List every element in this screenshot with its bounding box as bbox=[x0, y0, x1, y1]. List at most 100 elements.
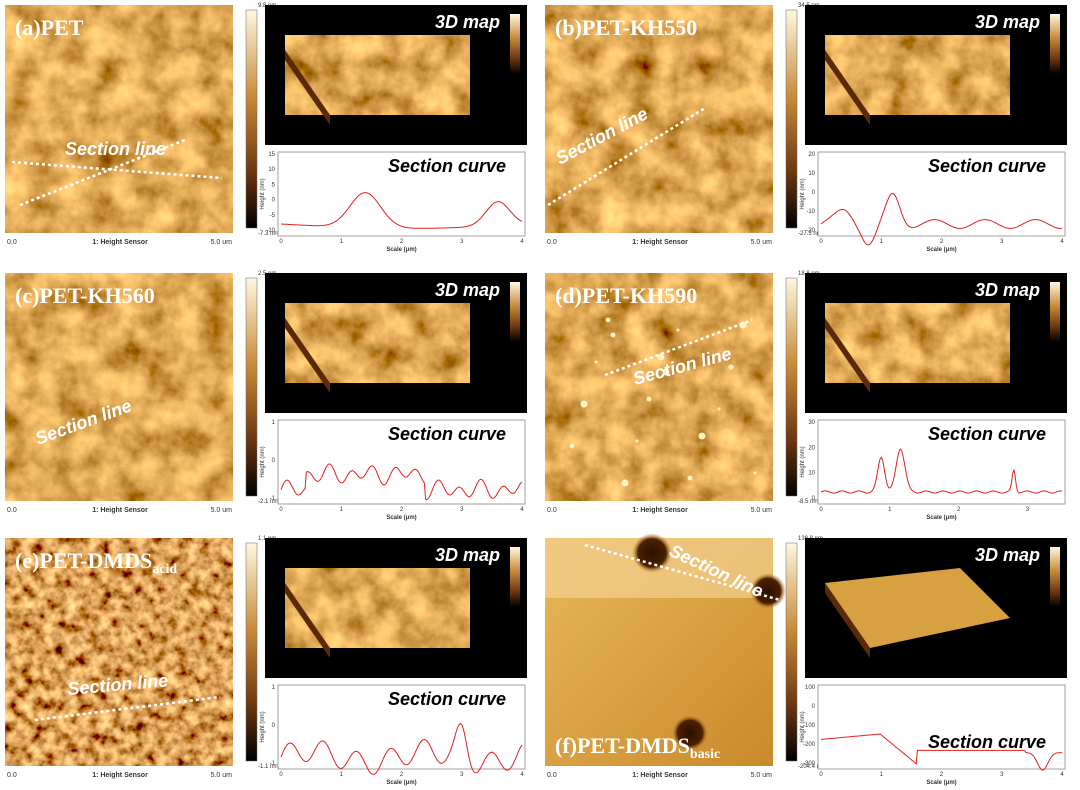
curve-y-tick: 100 bbox=[805, 685, 816, 691]
curve-box bbox=[277, 151, 526, 237]
curve-x-label: Scale (μm) bbox=[926, 247, 956, 253]
section-curve-label: Section curve bbox=[928, 424, 1046, 444]
section-curve bbox=[280, 722, 523, 775]
curve-x-tick: 2 bbox=[400, 772, 404, 778]
section-curve-label: Section curve bbox=[928, 156, 1046, 176]
curve-y-label: Height (nm) bbox=[800, 178, 806, 209]
scale-start: 0.0 bbox=[547, 239, 557, 246]
curve-y-tick: 1 bbox=[272, 420, 276, 426]
map-3d-label: 3D map bbox=[975, 545, 1040, 565]
curve-x-tick: 4 bbox=[520, 239, 524, 245]
curve-x-tick: 4 bbox=[520, 772, 524, 778]
curve-x-label: Scale (μm) bbox=[386, 515, 416, 521]
curve-x-tick: 3 bbox=[1026, 507, 1030, 513]
map-3d-surface bbox=[285, 303, 470, 383]
map-3d-label: 3D map bbox=[975, 12, 1040, 32]
map-3d-colorbar bbox=[1050, 547, 1060, 607]
particle bbox=[569, 443, 575, 449]
curve-y-tick: -1 bbox=[270, 761, 276, 767]
curve-x-tick: 3 bbox=[1000, 239, 1004, 245]
colorbar-min: -8.5 nm bbox=[798, 499, 818, 505]
curve-x-tick: 2 bbox=[400, 239, 404, 245]
pit bbox=[632, 533, 672, 573]
curve-y-tick: 0 bbox=[272, 723, 276, 729]
panel: Section line (c)PET-KH560 0.0 1: Height Sen… bbox=[5, 138, 527, 521]
curve-y-tick: 30 bbox=[808, 420, 815, 426]
curve-y-tick: -1 bbox=[270, 496, 276, 502]
curve-x-tick: 4 bbox=[1060, 239, 1064, 245]
curve-x-tick: 3 bbox=[460, 239, 464, 245]
scale-start: 0.0 bbox=[7, 772, 17, 779]
sensor-label: 1: Height Sensor bbox=[92, 239, 148, 246]
section-curve bbox=[820, 192, 1063, 246]
scale-start: 0.0 bbox=[547, 507, 557, 514]
section-curve-label: Section curve bbox=[388, 689, 506, 709]
map-3d-wall bbox=[285, 583, 330, 658]
map-3d-surface bbox=[285, 35, 470, 115]
scale-end: 5.0 um bbox=[751, 507, 773, 514]
map-3d-wall bbox=[825, 50, 870, 125]
afm-image bbox=[545, 273, 773, 501]
curve-y-tick: -10 bbox=[266, 228, 275, 234]
curve-x-label: Scale (μm) bbox=[926, 780, 956, 786]
section-line-label: Section line bbox=[65, 139, 166, 159]
map-3d-surface bbox=[825, 568, 1010, 648]
scale-start: 0.0 bbox=[7, 507, 17, 514]
colorbar-min: -2.1 nm bbox=[258, 499, 278, 505]
panel-label-main: (e)PET-DMDS bbox=[15, 548, 152, 573]
map-3d-colorbar bbox=[510, 282, 520, 342]
particle bbox=[753, 471, 757, 475]
curve-x-tick: 0 bbox=[819, 507, 823, 513]
curve-x-tick: 2 bbox=[940, 772, 944, 778]
panel-label-main: (c)PET-KH560 bbox=[15, 283, 155, 308]
afm-image bbox=[5, 538, 233, 766]
panel-label-main: (d)PET-KH590 bbox=[555, 283, 697, 308]
colorbar bbox=[785, 277, 798, 497]
afm-image bbox=[5, 273, 233, 501]
curve-x-tick: 1 bbox=[340, 772, 344, 778]
particle bbox=[621, 479, 629, 487]
scale-end: 5.0 um bbox=[751, 239, 773, 246]
section-curve bbox=[280, 192, 523, 229]
curve-x-tick: 3 bbox=[460, 772, 464, 778]
curve-y-tick: -100 bbox=[803, 723, 816, 729]
section-curve-label: Section curve bbox=[388, 156, 506, 176]
panel-label: (f)PET-DMDSbasic bbox=[555, 733, 720, 762]
map-3d-surface bbox=[285, 568, 470, 648]
section-line bbox=[11, 160, 223, 180]
colorbar bbox=[245, 542, 258, 762]
curve-y-label: Height (nm) bbox=[260, 178, 266, 209]
curve-y-tick: -5 bbox=[270, 213, 276, 219]
section-line bbox=[584, 543, 781, 602]
curve-x-label: Scale (μm) bbox=[926, 515, 956, 521]
curve-x-tick: 4 bbox=[1060, 772, 1064, 778]
section-curve-label: Section curve bbox=[388, 424, 506, 444]
section-curve bbox=[820, 448, 1063, 494]
map-3d-label: 3D map bbox=[435, 280, 500, 300]
particle bbox=[657, 353, 665, 361]
map-3d-surface bbox=[825, 303, 1010, 383]
particle bbox=[558, 296, 562, 300]
map-3d-wall bbox=[285, 50, 330, 125]
scale-end: 5.0 um bbox=[211, 507, 233, 514]
panel-label: (a)PET bbox=[15, 15, 84, 40]
panel-label-main: (a)PET bbox=[15, 15, 84, 40]
curve-x-tick: 2 bbox=[400, 507, 404, 513]
sensor-label: 1: Height Sensor bbox=[632, 239, 688, 246]
curve-box bbox=[277, 419, 526, 505]
particle bbox=[676, 328, 680, 332]
particle bbox=[662, 368, 670, 376]
particle bbox=[610, 332, 616, 338]
colorbar-min: -204.4 nm bbox=[798, 764, 825, 770]
curve-x-tick: 1 bbox=[340, 239, 344, 245]
panel-label-main: (b)PET-KH550 bbox=[555, 15, 697, 40]
curve-y-label: Height (nm) bbox=[800, 446, 806, 477]
colorbar bbox=[245, 277, 258, 497]
colorbar bbox=[785, 542, 798, 762]
particle bbox=[605, 317, 611, 323]
panel-label: (d)PET-KH590 bbox=[555, 283, 697, 308]
curve-x-tick: 1 bbox=[888, 507, 892, 513]
curve-y-tick: 10 bbox=[808, 171, 815, 177]
curve-x-tick: 0 bbox=[279, 507, 283, 513]
